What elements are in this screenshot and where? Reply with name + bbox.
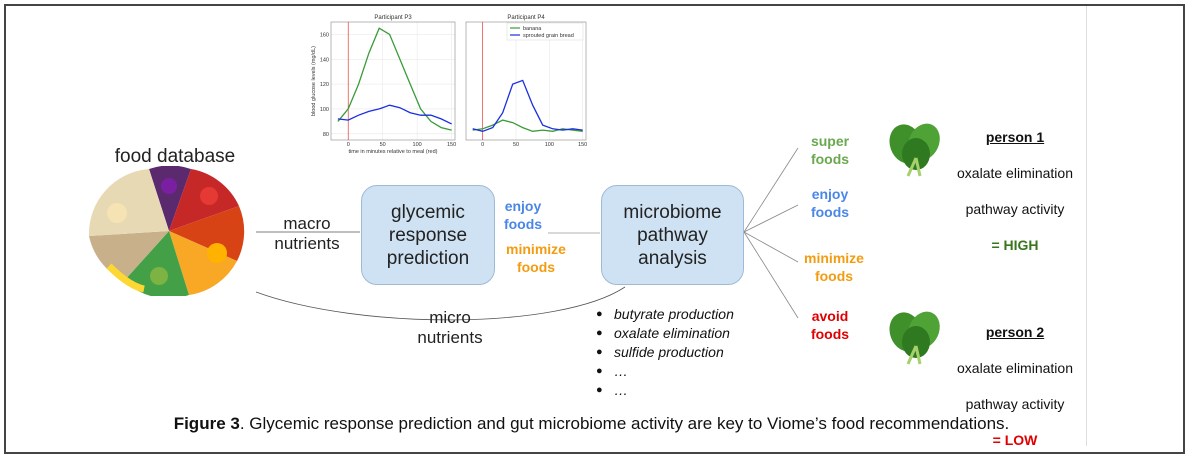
person-2-block: person 2 oxalate elimination pathway act… xyxy=(950,305,1080,467)
glucose-chart-p3: Participant P3 0 50 100 150 80 100 120 140 160 blo… xyxy=(311,15,456,155)
y-tick-label: 140 xyxy=(320,57,329,63)
divider xyxy=(1086,6,1087,446)
pathway-item: butyrate production xyxy=(592,305,734,324)
y-tick-label: 120 xyxy=(320,82,329,88)
y-axis-label: blood glucose levels (mg/dL) xyxy=(311,46,317,116)
series-line xyxy=(472,79,583,132)
person-result: = LOW xyxy=(992,432,1038,448)
caption-label: Figure 3 xyxy=(173,414,240,433)
pathway-item: oxalate elimination xyxy=(592,324,734,343)
minimize-foods-label: minimize foods xyxy=(804,250,864,284)
x-tick-label: 150 xyxy=(578,142,587,148)
microbiome-pathway-box: microbiome pathway analysis xyxy=(601,185,744,285)
chart-title: Participant P3 xyxy=(374,15,412,21)
series-line xyxy=(337,27,452,131)
plot-frame xyxy=(330,21,456,141)
y-tick-label: 160 xyxy=(320,32,329,38)
pathway-item: … xyxy=(592,362,734,381)
series-line xyxy=(472,119,583,132)
person-title: person 2 xyxy=(985,324,1045,340)
spinach-icon xyxy=(889,123,940,177)
branch-minimize xyxy=(743,231,799,263)
glycemic-response-box: glycemic response prediction xyxy=(361,185,495,285)
x-tick-label: 0 xyxy=(481,142,484,148)
figure-frame xyxy=(4,4,1185,454)
x-tick-label: 50 xyxy=(513,142,519,148)
person-result: = HIGH xyxy=(991,237,1039,253)
x-tick-label: 50 xyxy=(380,142,386,148)
person-line: oxalate elimination xyxy=(957,165,1073,181)
spinach-icon xyxy=(889,311,940,365)
legend-label: sprouted grain bread xyxy=(523,33,574,39)
avoid-foods-label: avoid foods xyxy=(810,308,850,342)
micro-nutrients-label: micro nutrients xyxy=(417,308,483,347)
series-line xyxy=(337,104,452,125)
x-tick-label: 0 xyxy=(347,142,350,148)
macro-nutrients-label: macro nutrients xyxy=(274,214,340,253)
legend-box xyxy=(506,22,584,41)
legend-label: banana xyxy=(523,26,542,32)
pathway-item: sulfide production xyxy=(592,343,734,362)
person-1-block: person 1 oxalate elimination pathway act… xyxy=(950,110,1080,272)
person-line: pathway activity xyxy=(965,201,1065,217)
person-line: pathway activity xyxy=(965,396,1065,412)
x-axis-label: time in minutes relative to meal (red) xyxy=(349,149,438,155)
enjoy-foods-label: enjoy foods xyxy=(810,186,850,220)
glycemic-enjoy-foods: enjoy foods xyxy=(503,198,543,232)
pathway-item: … xyxy=(592,381,734,400)
branch-avoid xyxy=(743,231,799,319)
x-tick-label: 150 xyxy=(447,142,456,148)
person-title: person 1 xyxy=(985,129,1045,145)
figure-caption: Figure 3. Glycemic response prediction a… xyxy=(0,414,1183,434)
branch-enjoy xyxy=(743,204,799,233)
y-tick-label: 80 xyxy=(323,132,329,138)
curve-micro xyxy=(255,286,626,321)
person-line: oxalate elimination xyxy=(957,360,1073,376)
glycemic-minimize-foods: minimize foods xyxy=(506,241,566,275)
plot-frame xyxy=(465,21,587,141)
x-tick-label: 100 xyxy=(545,142,554,148)
food-wheel-image xyxy=(88,166,245,296)
y-tick-label: 100 xyxy=(320,107,329,113)
pathway-list: butyrate production oxalate elimination … xyxy=(592,305,734,400)
caption-text: . Glycemic response prediction and gut m… xyxy=(239,414,1010,433)
super-foods-label: super foods xyxy=(810,133,850,167)
branch-super xyxy=(743,147,799,233)
food-database-title: food database xyxy=(114,146,236,167)
x-tick-label: 100 xyxy=(413,142,422,148)
chart-title: Participant P4 xyxy=(507,15,545,21)
